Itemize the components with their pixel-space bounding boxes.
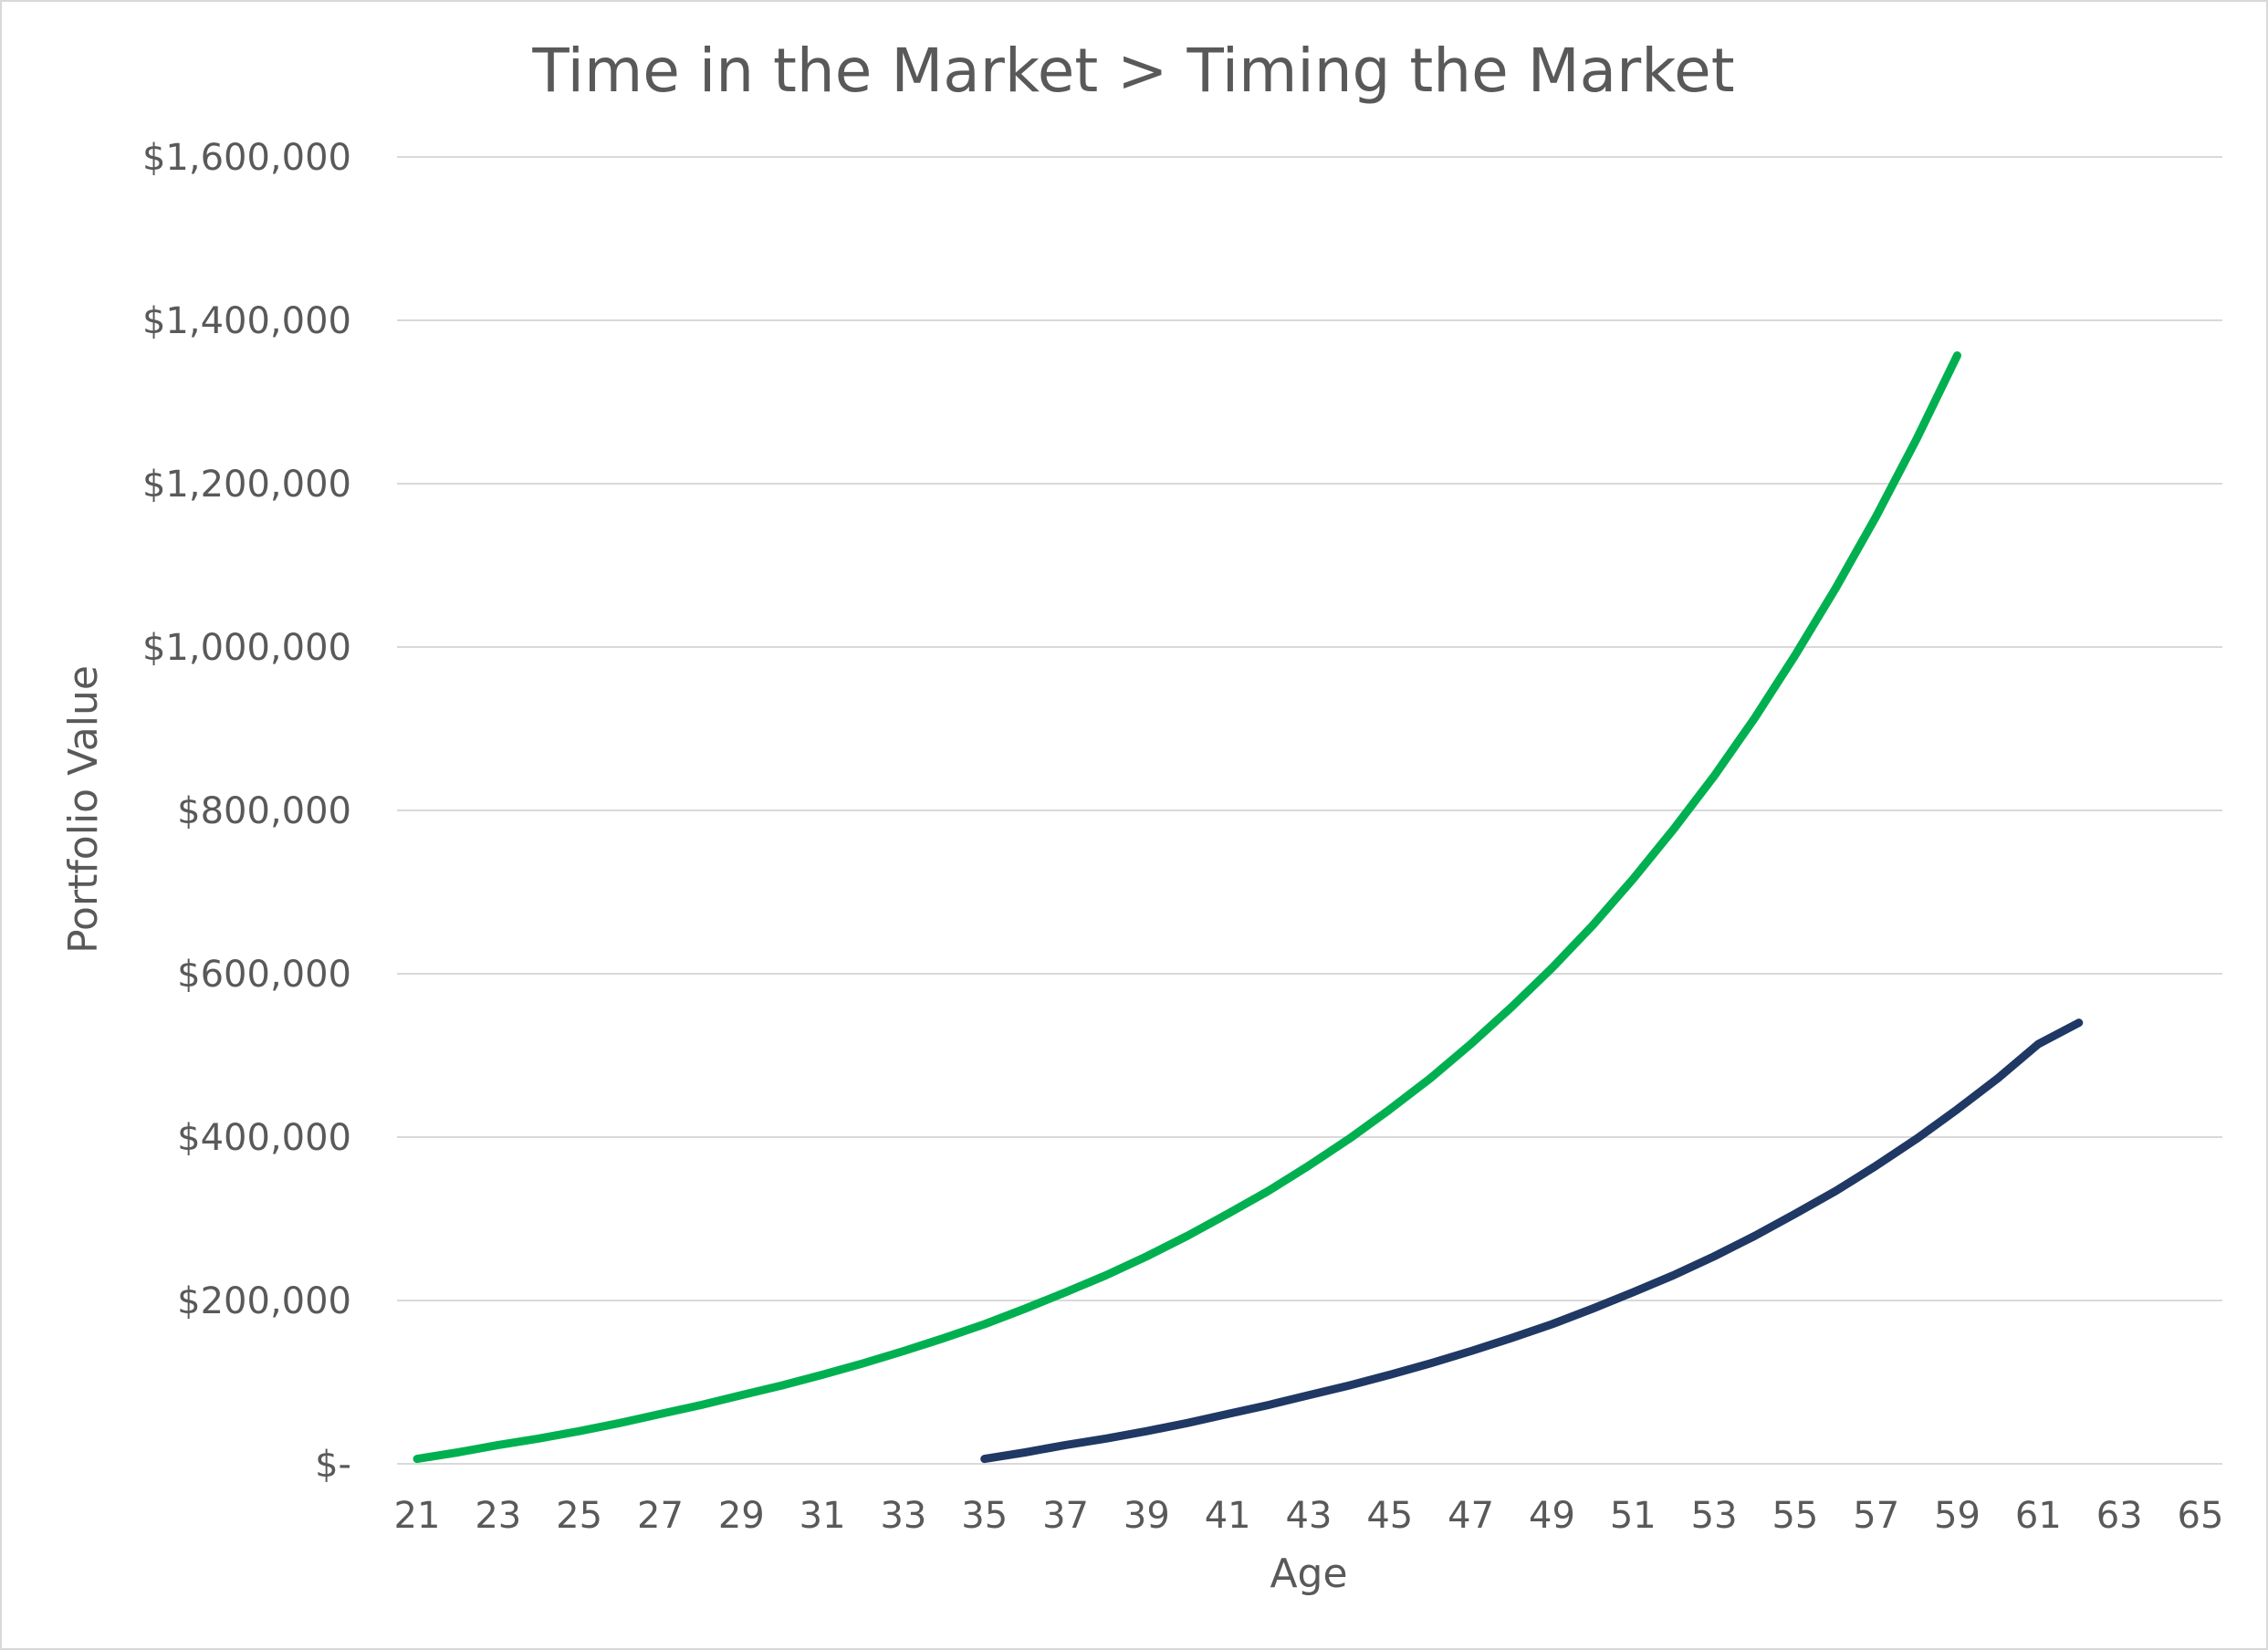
x-tick-label: 43 [1286,1495,1333,1537]
series-line-1 [413,351,1961,1464]
x-tick-label: 29 [718,1495,765,1537]
x-tick-label: 49 [1529,1495,1575,1537]
x-tick-label: 55 [1772,1495,1818,1537]
x-tick-label: 47 [1448,1495,1494,1537]
y-tick-label: $600,000 [177,954,351,996]
y-axis-ticks: $- $200,000 $400,000 $600,000 $800,000 $1,000… [142,137,351,1486]
x-tick-label: 31 [800,1495,846,1537]
y-tick-label: $800,000 [177,790,351,832]
x-tick-label: 51 [1610,1495,1657,1537]
y-tick-label: $400,000 [177,1117,351,1159]
x-tick-label: 53 [1691,1495,1738,1537]
y-tick-label: $200,000 [177,1280,351,1322]
x-tick-label: 35 [961,1495,1008,1537]
series-line-2 [980,1018,2084,1464]
y-tick-label: $1,200,000 [142,464,351,506]
y-axis-label: Portfolio Value [60,665,107,954]
y-tick-label: $- [315,1444,351,1486]
x-tick-label: 63 [2096,1495,2143,1537]
x-tick-label: 41 [1205,1495,1251,1537]
x-axis-label: Age [1270,1551,1347,1597]
x-tick-label: 23 [475,1495,521,1537]
y-tick-label: $1,600,000 [142,137,351,179]
x-tick-label: 61 [2015,1495,2062,1537]
y-tick-label: $1,000,000 [142,627,351,669]
series-lines [413,351,2084,1464]
x-tick-label: 33 [880,1495,926,1537]
x-tick-label: 59 [1934,1495,1981,1537]
gridlines [397,156,2222,1465]
y-tick-label: $1,400,000 [142,300,351,342]
chart-title: Time in the Market > Timing the Market [531,36,1734,106]
x-tick-label: 57 [1853,1495,1899,1537]
x-tick-label: 45 [1366,1495,1413,1537]
x-tick-label: 27 [637,1495,684,1537]
x-tick-label: 37 [1042,1495,1089,1537]
x-axis-ticks: 21 23 25 27 29 31 33 35 37 39 41 43 45 47 49 51 53 55 57 59… [394,1495,2224,1537]
x-tick-label: 65 [2178,1495,2224,1537]
x-tick-label: 39 [1124,1495,1170,1537]
x-tick-label: 25 [556,1495,602,1537]
x-tick-label: 21 [394,1495,441,1537]
